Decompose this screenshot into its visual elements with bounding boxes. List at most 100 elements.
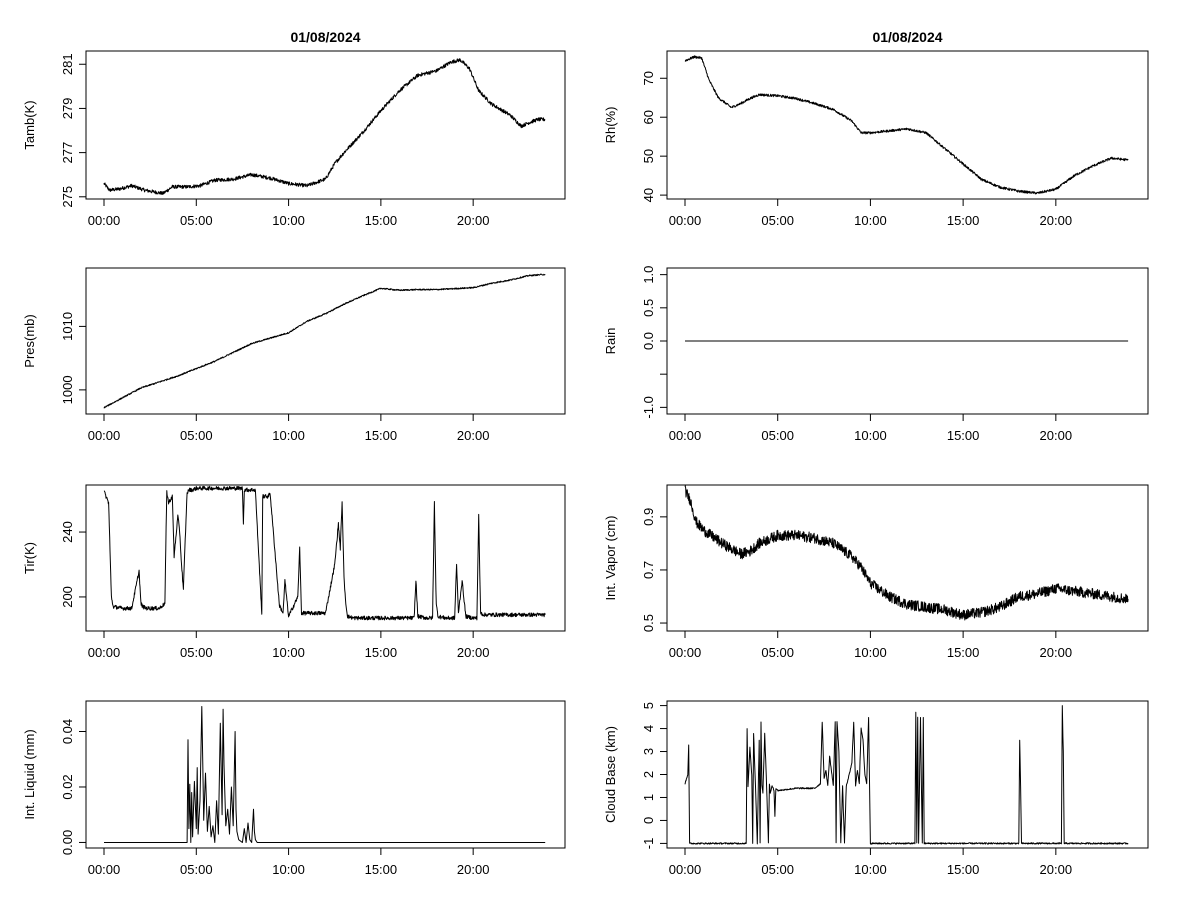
x-tick-label: 20:00: [457, 213, 490, 228]
y-tick-label: 70: [641, 71, 656, 85]
x-tick-label: 15:00: [365, 213, 398, 228]
y-tick-label: 0: [641, 817, 656, 824]
y-axis-label: Int. Vapor (cm): [603, 515, 618, 600]
panel-8: Cloud Base (km) -1 0 1 2 3 4 5 00:00 05:00 10:00 15…: [603, 700, 1149, 877]
x-tick-label: 20:00: [1040, 645, 1073, 660]
y-tick-label: -1: [641, 838, 656, 850]
y-tick-label: 0.5: [641, 614, 656, 632]
y-tick-label: 0.9: [641, 508, 656, 526]
x-tick-label: 05:00: [180, 862, 213, 877]
plot-frame: [666, 50, 1149, 200]
x-tick-label: 10:00: [272, 428, 305, 443]
y-axis-label: Rain: [603, 328, 618, 355]
plot-frame: [85, 484, 566, 632]
x-tick-label: 15:00: [365, 645, 398, 660]
y-axis-label: Cloud Base (km): [603, 726, 618, 823]
x-tick-label: 15:00: [947, 213, 980, 228]
x-tick-label: 00:00: [669, 213, 702, 228]
y-axis-label: Tir(K): [22, 542, 37, 574]
chart-title: 01/08/2024: [872, 29, 942, 45]
x-tick-label: 10:00: [272, 213, 305, 228]
x-tick-label: 10:00: [854, 428, 887, 443]
y-tick-label: 277: [60, 142, 75, 164]
x-tick-label: 00:00: [669, 862, 702, 877]
x-tick-label: 15:00: [947, 428, 980, 443]
series-line: [104, 706, 546, 843]
y-tick-label: 2: [641, 771, 656, 778]
x-tick-label: 05:00: [761, 213, 794, 228]
x-tick-label: 10:00: [854, 213, 887, 228]
x-tick-label: 10:00: [272, 645, 305, 660]
panel-5: Tir(K) 200 240 00:00 05:00 10:00 15:00 20:00: [22, 484, 566, 660]
x-tick-label: 00:00: [669, 428, 702, 443]
y-axis-label: Int. Liquid (mm): [22, 729, 37, 819]
x-tick-label: 05:00: [180, 428, 213, 443]
series-line: [684, 705, 1129, 845]
x-tick-label: 00:00: [88, 428, 121, 443]
x-tick-label: 05:00: [180, 213, 213, 228]
x-tick-label: 05:00: [761, 862, 794, 877]
x-tick-label: 20:00: [1040, 862, 1073, 877]
y-tick-label: 50: [641, 149, 656, 163]
chart-title: 01/08/2024: [290, 29, 360, 45]
panel-1: 01/08/2024 Tamb(K) 275 277 279 281 00:00 05:00 1…: [22, 29, 566, 228]
x-tick-label: 20:00: [1040, 213, 1073, 228]
y-tick-label: 0.02: [60, 774, 75, 799]
y-tick-label: 60: [641, 110, 656, 124]
y-tick-label: 1: [641, 794, 656, 801]
y-tick-label: 0.0: [641, 332, 656, 350]
x-tick-label: 20:00: [457, 645, 490, 660]
x-tick-label: 10:00: [272, 862, 305, 877]
y-tick-label: 281: [60, 53, 75, 75]
x-tick-label: 00:00: [669, 645, 702, 660]
y-axis-label: Pres(mb): [22, 314, 37, 367]
x-tick-label: 00:00: [88, 213, 121, 228]
y-axis-label: Tamb(K): [22, 100, 37, 149]
y-tick-label: 3: [641, 748, 656, 755]
x-tick-label: 20:00: [457, 862, 490, 877]
y-tick-label: 40: [641, 188, 656, 202]
x-tick-label: 10:00: [854, 645, 887, 660]
panel-3: Pres(mb) 1000 1010 00:00 05:00 10:00 15:00 20:0…: [22, 267, 566, 443]
x-tick-label: 15:00: [947, 645, 980, 660]
y-axis-label: Rh(%): [603, 107, 618, 144]
panel-7: Int. Liquid (mm) 0.00 0.02 0.04 00:00 05:00 10…: [22, 700, 566, 877]
y-tick-label: 0.7: [641, 561, 656, 579]
x-tick-label: 15:00: [947, 862, 980, 877]
x-tick-label: 05:00: [761, 645, 794, 660]
y-tick-label: 1000: [60, 375, 75, 404]
x-tick-label: 00:00: [88, 645, 121, 660]
plot-frame: [85, 50, 566, 200]
x-tick-label: 15:00: [365, 862, 398, 877]
y-tick-label: 0.00: [60, 830, 75, 855]
series-line: [103, 485, 546, 621]
x-tick-label: 05:00: [761, 428, 794, 443]
x-tick-label: 15:00: [365, 428, 398, 443]
plot-frame: [666, 484, 1149, 632]
panel-2: 01/08/2024 Rh(%) 40 50 60 70 00:00 05:00 10:00 15…: [603, 29, 1149, 228]
plot-frame: [85, 700, 566, 849]
plot-frame: [666, 700, 1149, 849]
series-line: [103, 273, 546, 409]
series-line: [684, 485, 1129, 621]
y-tick-label: 5: [641, 702, 656, 709]
series-line: [103, 58, 546, 195]
y-tick-label: 4: [641, 725, 656, 732]
x-tick-label: 20:00: [457, 428, 490, 443]
x-tick-label: 10:00: [854, 862, 887, 877]
x-tick-label: 20:00: [1040, 428, 1073, 443]
panel-4: Rain -1.0 0.0 0.5 1.0 00:00 05:00 10:00 15:00 20:…: [603, 266, 1149, 443]
y-tick-label: 0.5: [641, 299, 656, 317]
y-tick-label: 1010: [60, 312, 75, 341]
panel-6: Int. Vapor (cm) 0.5 0.7 0.9 00:00 05:00 10:00 1…: [603, 484, 1149, 660]
y-tick-label: 275: [60, 186, 75, 208]
x-tick-label: 05:00: [180, 645, 213, 660]
y-tick-label: 240: [60, 521, 75, 543]
series-line: [684, 55, 1129, 195]
y-tick-label: 1.0: [641, 266, 656, 284]
y-tick-label: 0.04: [60, 719, 75, 744]
plot-frame: [85, 267, 566, 415]
x-tick-label: 00:00: [88, 862, 121, 877]
y-tick-label: 200: [60, 586, 75, 608]
